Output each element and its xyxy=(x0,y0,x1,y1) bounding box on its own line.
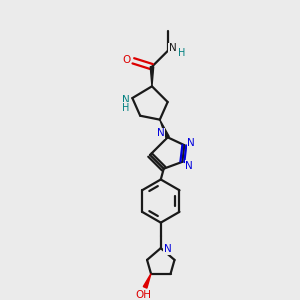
Text: N: N xyxy=(164,244,172,254)
Text: N: N xyxy=(122,95,129,105)
Text: O: O xyxy=(122,55,130,65)
Text: OH: OH xyxy=(135,290,151,300)
Text: N: N xyxy=(187,138,195,148)
Text: H: H xyxy=(178,48,185,58)
Text: N: N xyxy=(185,161,193,171)
Text: N: N xyxy=(169,43,176,53)
Polygon shape xyxy=(150,67,154,86)
Text: N: N xyxy=(157,128,165,138)
Polygon shape xyxy=(160,120,169,138)
Polygon shape xyxy=(143,274,151,288)
Text: H: H xyxy=(122,103,129,113)
